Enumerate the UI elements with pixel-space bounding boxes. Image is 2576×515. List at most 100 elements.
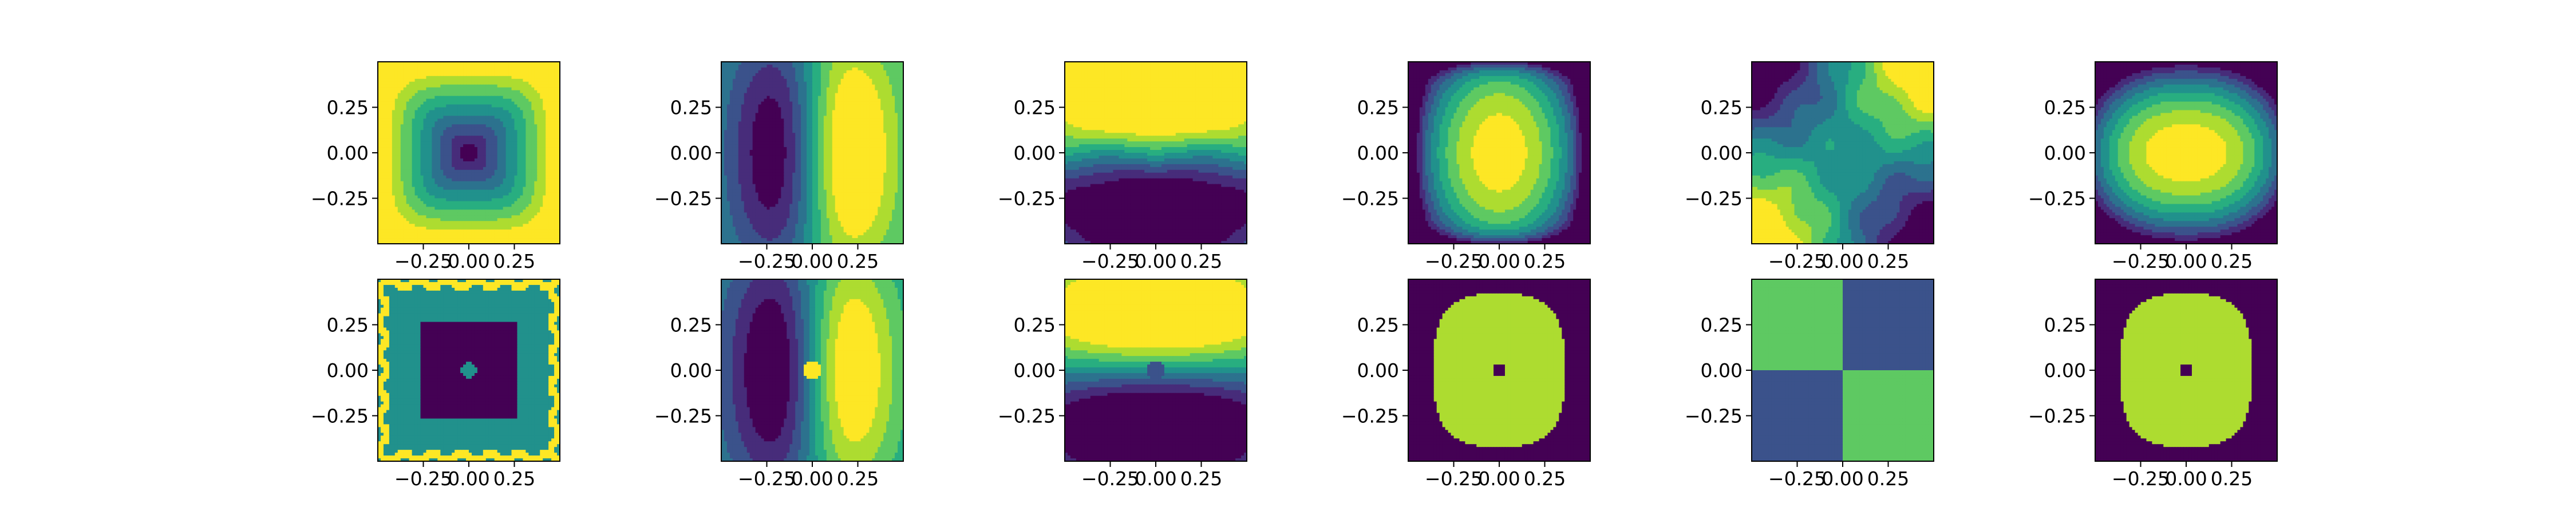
contour-cell (381, 136, 384, 139)
contour-cell (520, 99, 523, 102)
contour-cell (449, 127, 452, 130)
contour-cell (506, 90, 509, 94)
contour-cell (495, 136, 498, 139)
contour-cell (398, 179, 401, 182)
contour-cell (381, 65, 384, 68)
contour-cell (418, 73, 421, 77)
contour-cell (489, 167, 492, 171)
contour-cell (506, 121, 509, 125)
contour-cell (517, 133, 520, 136)
contour-cell (434, 108, 438, 111)
contour-cell (386, 179, 390, 182)
contour-cell (515, 76, 518, 80)
contour-cell (386, 90, 390, 94)
contour-cell (497, 179, 501, 182)
contour-cell (446, 133, 449, 136)
contour-cell (472, 127, 475, 130)
contour-cell (551, 116, 555, 119)
contour-cell (503, 110, 507, 113)
contour-cell (384, 121, 387, 125)
contour-cell (480, 124, 484, 128)
contour-cell (523, 179, 526, 182)
contour-cell (395, 93, 398, 97)
contour-cell (452, 190, 455, 193)
contour-cell (381, 153, 384, 156)
contour-cell (551, 110, 555, 113)
contour-cell (531, 156, 535, 159)
contour-cell (495, 65, 498, 68)
contour-cell (463, 85, 467, 88)
contour-cell (526, 190, 529, 193)
contour-cell (457, 85, 461, 88)
contour-cell (551, 118, 555, 122)
contour-cell (489, 147, 492, 150)
contour-cell (455, 121, 458, 125)
contour-cell (466, 79, 469, 82)
contour-cell (457, 176, 461, 179)
contour-cell (406, 96, 410, 100)
contour-cell (460, 173, 464, 176)
contour-cell (463, 121, 467, 125)
contour-cell (401, 99, 404, 102)
contour-cell (424, 193, 427, 196)
contour-cell (404, 121, 407, 125)
contour-cell (489, 190, 492, 193)
contour-cell (477, 82, 481, 85)
contour-cell (512, 133, 515, 136)
contour-cell (415, 181, 418, 185)
contour-cell (384, 179, 387, 182)
contour-cell (551, 179, 555, 182)
contour-cell (401, 150, 404, 153)
contour-cell (406, 190, 410, 193)
contour-cell (384, 96, 387, 100)
contour-cell (509, 90, 512, 94)
contour-cell (406, 153, 410, 156)
contour-cell (517, 105, 520, 108)
contour-cell (548, 133, 552, 136)
contour-cell (421, 113, 424, 116)
contour-cell (500, 156, 504, 159)
contour-cell (463, 96, 467, 100)
contour-cell (418, 102, 421, 105)
contour-cell (548, 121, 552, 125)
contour-cell (526, 133, 529, 136)
contour-cell (469, 164, 472, 168)
contour-cell (520, 127, 523, 130)
contour-cell (389, 153, 393, 156)
contour-cell (492, 147, 495, 150)
contour-cell (426, 193, 429, 196)
contour-cell (429, 130, 432, 133)
contour-cell (489, 124, 492, 128)
contour-cell (497, 170, 501, 173)
contour-cell (460, 76, 464, 80)
contour-cell (384, 156, 387, 159)
contour-cell (432, 76, 435, 80)
contour-cell (386, 85, 390, 88)
contour-cell (534, 96, 538, 100)
contour-cell (463, 105, 467, 108)
contour-cell (418, 184, 421, 188)
contour-cell (466, 167, 469, 171)
contour-cell (543, 85, 546, 88)
contour-cell (537, 118, 540, 122)
contour-cell (404, 118, 407, 122)
contour-cell (506, 144, 509, 148)
contour-cell (392, 110, 396, 113)
contour-cell (534, 70, 538, 74)
contour-cell (457, 82, 461, 85)
contour-cell (554, 170, 558, 173)
contour-cell (401, 170, 404, 173)
contour-cell (526, 124, 529, 128)
contour-cell (509, 113, 512, 116)
contour-cell (401, 113, 404, 116)
contour-cell (548, 76, 552, 80)
contour-cell (477, 133, 481, 136)
contour-cell (440, 153, 444, 156)
contour-cell (523, 141, 526, 145)
contour-cell (443, 110, 447, 113)
contour-cell (381, 96, 384, 100)
contour-cell (534, 156, 538, 159)
contour-cell (418, 65, 421, 68)
contour-cell (426, 96, 429, 100)
contour-cell (432, 102, 435, 105)
